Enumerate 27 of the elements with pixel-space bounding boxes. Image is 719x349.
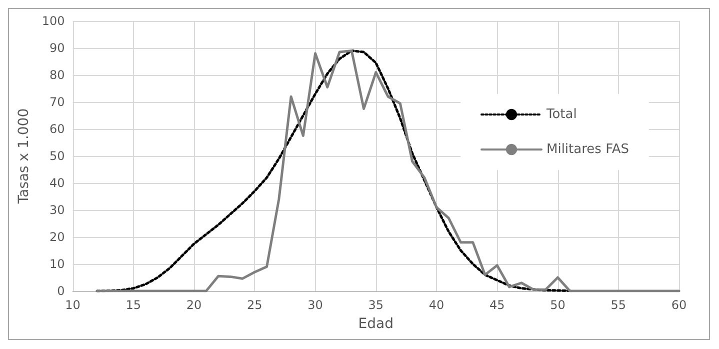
x-tick-label: 35 [368,298,384,312]
y-tick-label: 0 [57,284,65,298]
y-tick-label: 10 [50,257,65,271]
x-tick-label: 15 [126,298,142,312]
y-tick-label: 80 [50,68,65,82]
line-series [96,49,680,292]
x-tick-label: 30 [308,298,323,312]
legend-label: Total [545,107,577,122]
x-axis-title: Edad [358,316,394,332]
y-tick-label: 100 [42,14,65,28]
x-tick-label: 20 [186,298,202,312]
x-tick-label: 60 [671,298,687,312]
y-tick-label: 70 [50,95,65,109]
x-tick-label: 25 [247,298,262,312]
x-tick-label: 50 [550,298,566,312]
legend-label: Militares FAS [546,142,630,157]
y-tick-label: 40 [50,176,65,190]
y-tick-label: 50 [50,149,65,163]
x-tick-label: 45 [490,298,505,312]
y-tick-label: 20 [50,230,65,244]
y-tick-label: 60 [50,122,65,136]
y-tick-label: 30 [50,203,65,217]
x-tick-label: 40 [428,298,444,312]
x-tick-label: 10 [65,298,80,312]
x-tick-label: 55 [610,298,626,312]
y-axis-title: Tasas x 1.000 [16,108,32,205]
y-tick-label: 90 [50,41,65,55]
